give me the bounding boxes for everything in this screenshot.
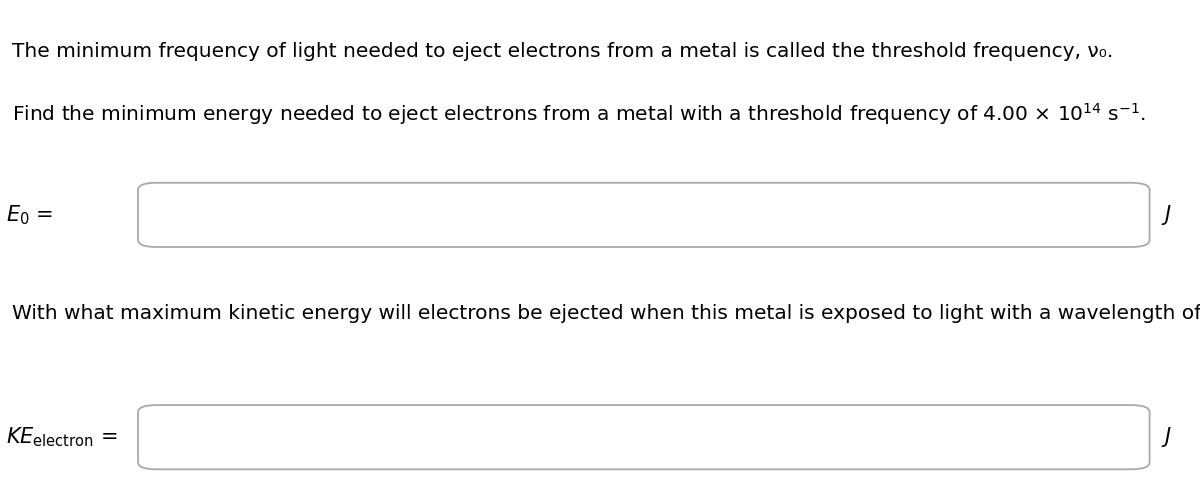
Text: $KE_{\mathrm{electron}}$ =: $KE_{\mathrm{electron}}$ = <box>6 425 118 449</box>
FancyBboxPatch shape <box>138 183 1150 247</box>
Text: With what maximum kinetic energy will electrons be ejected when this metal is ex: With what maximum kinetic energy will el… <box>12 304 1200 323</box>
Text: J: J <box>1164 427 1170 447</box>
Text: The minimum frequency of light needed to eject electrons from a metal is called : The minimum frequency of light needed to… <box>12 42 1114 61</box>
FancyBboxPatch shape <box>138 405 1150 469</box>
Text: Find the minimum energy needed to eject electrons from a metal with a threshold : Find the minimum energy needed to eject … <box>12 101 1146 127</box>
Text: $E_0$ =: $E_0$ = <box>6 203 53 227</box>
Text: J: J <box>1164 205 1170 225</box>
